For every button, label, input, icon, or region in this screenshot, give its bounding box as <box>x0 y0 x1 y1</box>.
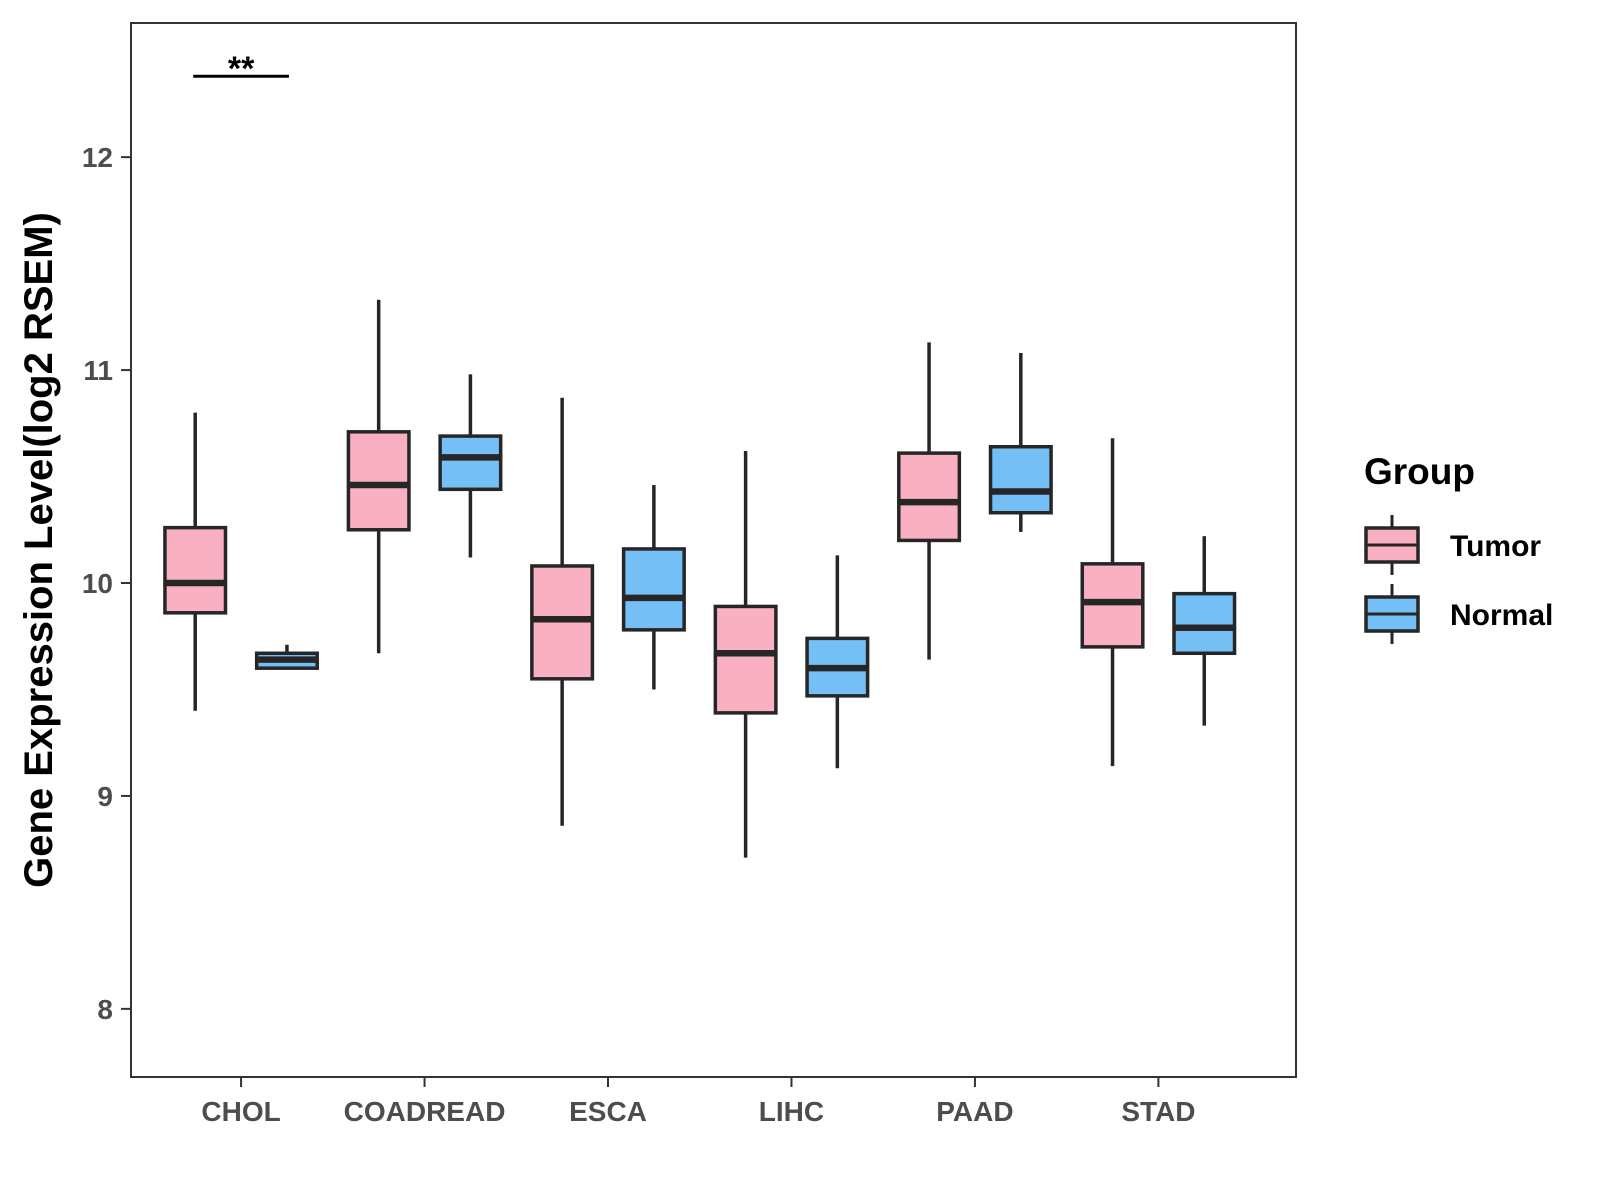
box-tumor-esca <box>530 397 595 826</box>
y-tick-label: 10 <box>82 568 113 599</box>
y-tick-label: 11 <box>83 355 113 386</box>
box-body <box>713 604 778 715</box>
box-tumor-stad <box>1080 438 1145 767</box>
box-body <box>346 430 411 532</box>
significance-label: ** <box>228 50 255 88</box>
box-tumor-coadread <box>346 299 411 654</box>
box-tumor-paad <box>897 342 962 660</box>
box-body <box>1172 591 1237 656</box>
box-normal-esca <box>621 485 686 690</box>
legend: Group Tumor Normal <box>1364 451 1553 644</box>
plot-panel <box>130 22 1297 1078</box>
y-tick-label: 12 <box>82 142 113 173</box>
y-axis: 8 9 10 11 12 <box>82 142 131 1025</box>
significance-annotations: ** <box>193 50 289 88</box>
box-series <box>163 299 1237 858</box>
box-tumor-chol <box>163 412 228 711</box>
box-body <box>163 525 228 615</box>
box-normal-lihc <box>805 555 870 769</box>
legend-item-tumor: Tumor <box>1364 515 1541 575</box>
x-tick-label: PAAD <box>936 1096 1013 1127</box>
box-body <box>988 444 1053 515</box>
y-axis-title: Gene Expression Level(log2 RSEM) <box>17 212 61 888</box>
box-body <box>897 451 962 543</box>
legend-label: Tumor <box>1450 530 1541 563</box>
box-body <box>621 547 686 632</box>
x-tick-label: CHOL <box>201 1096 280 1127</box>
legend-label: Normal <box>1450 599 1553 632</box>
y-tick-label: 8 <box>97 994 113 1025</box>
box-normal-paad <box>988 353 1053 532</box>
x-tick-label: STAD <box>1121 1096 1195 1127</box>
box-body <box>438 434 503 492</box>
legend-title: Group <box>1364 451 1475 492</box>
x-tick-label: ESCA <box>569 1096 647 1127</box>
x-tick-label: COADREAD <box>344 1096 506 1127</box>
box-normal-chol <box>254 644 319 670</box>
box-normal-stad <box>1172 536 1237 726</box>
x-axis: CHOL COADREAD ESCA LIHC PAAD STAD <box>201 1077 1195 1127</box>
y-tick-label: 9 <box>97 781 113 812</box>
box-tumor-lihc <box>713 450 778 858</box>
box-normal-coadread <box>438 374 503 558</box>
x-tick-label: LIHC <box>759 1096 824 1127</box>
legend-item-normal: Normal <box>1364 584 1553 644</box>
